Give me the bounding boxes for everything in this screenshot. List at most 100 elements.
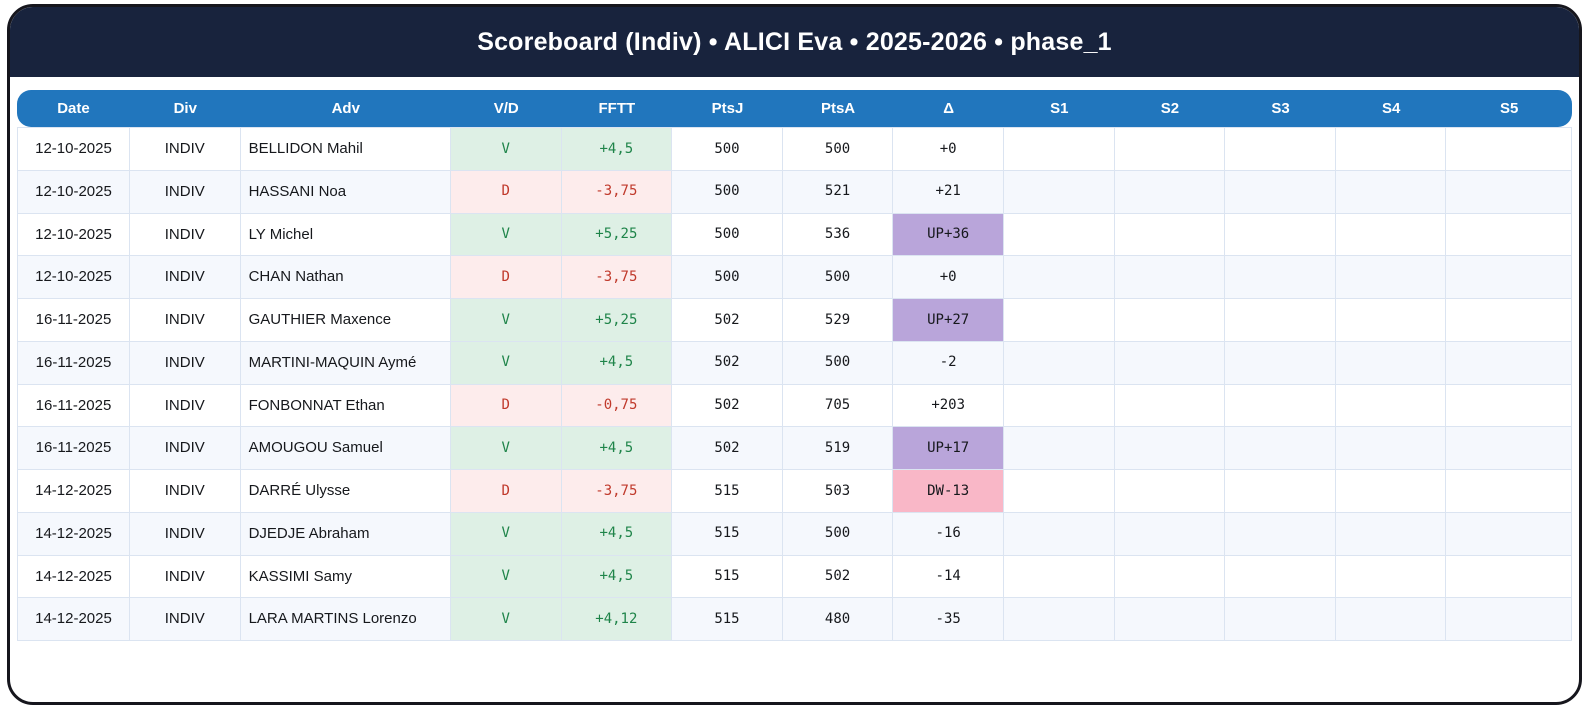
cell-date: 12-10-2025 xyxy=(17,170,130,214)
cell-div: INDIV xyxy=(129,170,241,214)
cell-div: INDIV xyxy=(129,555,241,599)
cell-fftt: +4,5 xyxy=(561,341,673,385)
cell-set-2 xyxy=(1114,170,1226,214)
cell-ptsj: 515 xyxy=(672,470,783,513)
cell-set-2 xyxy=(1114,470,1226,513)
cell-set-3 xyxy=(1225,170,1336,214)
cell-set-4 xyxy=(1335,213,1447,257)
cell-set-2 xyxy=(1114,127,1226,171)
cell-adv: HASSANI Noa xyxy=(240,170,451,214)
page-title: Scoreboard (Indiv) • ALICI Eva • 2025-20… xyxy=(10,7,1579,77)
cell-set-1 xyxy=(1003,512,1115,556)
cell-date: 16-11-2025 xyxy=(17,427,130,470)
cell-set-4 xyxy=(1335,384,1447,428)
cell-set-1 xyxy=(1003,555,1115,599)
cell-div: INDIV xyxy=(129,127,241,171)
cell-set-5 xyxy=(1446,512,1572,556)
cell-delta: -2 xyxy=(893,341,1004,385)
scoreboard-table-wrapper: Date Div Adv V/D FFTT PtsJ PtsA Δ S1 S2 … xyxy=(10,77,1579,647)
cell-set-2 xyxy=(1114,341,1226,385)
table-row: 16-11-2025 INDIV GAUTHIER Maxence V +5,25 502… xyxy=(17,299,1572,342)
cell-set-4 xyxy=(1335,256,1447,299)
column-header-s1: S1 xyxy=(1003,90,1115,127)
cell-date: 16-11-2025 xyxy=(17,384,130,428)
cell-vd: V xyxy=(450,598,562,641)
table-row: 14-12-2025 INDIV LARA MARTINS Lorenzo V +4,1… xyxy=(17,598,1572,641)
cell-date: 14-12-2025 xyxy=(17,555,130,599)
cell-set-3 xyxy=(1225,427,1336,470)
cell-ptsj: 515 xyxy=(672,555,783,599)
cell-set-2 xyxy=(1114,299,1226,342)
cell-div: INDIV xyxy=(129,470,241,513)
cell-set-1 xyxy=(1003,127,1115,171)
cell-delta: +203 xyxy=(893,384,1004,428)
cell-set-3 xyxy=(1225,341,1336,385)
table-row: 12-10-2025 INDIV LY Michel V +5,25 500 536 UP+3… xyxy=(17,213,1572,257)
cell-vd: V xyxy=(450,213,562,257)
cell-adv: DJEDJE Abraham xyxy=(240,512,451,556)
cell-set-3 xyxy=(1225,555,1336,599)
cell-ptsj: 500 xyxy=(672,127,783,171)
column-header-s2: S2 xyxy=(1114,90,1226,127)
cell-set-4 xyxy=(1335,427,1447,470)
cell-delta: -14 xyxy=(893,555,1004,599)
cell-vd: V xyxy=(450,427,562,470)
cell-date: 16-11-2025 xyxy=(17,341,130,385)
cell-fftt: -3,75 xyxy=(561,470,673,513)
cell-set-2 xyxy=(1114,555,1226,599)
cell-fftt: +4,5 xyxy=(561,555,673,599)
cell-adv: CHAN Nathan xyxy=(240,256,451,299)
column-header-s5: S5 xyxy=(1446,90,1572,127)
cell-ptsa: 500 xyxy=(782,512,894,556)
cell-ptsa: 480 xyxy=(782,598,894,641)
cell-set-2 xyxy=(1114,598,1226,641)
column-header-fftt: FFTT xyxy=(561,90,673,127)
cell-ptsj: 502 xyxy=(672,384,783,428)
cell-ptsa: 503 xyxy=(782,470,894,513)
cell-date: 14-12-2025 xyxy=(17,512,130,556)
cell-set-4 xyxy=(1335,127,1447,171)
cell-set-1 xyxy=(1003,341,1115,385)
cell-ptsj: 502 xyxy=(672,341,783,385)
table-row: 16-11-2025 INDIV MARTINI-MAQUIN Aymé V +4,5 5… xyxy=(17,341,1572,385)
cell-delta: +0 xyxy=(893,256,1004,299)
cell-set-2 xyxy=(1114,427,1226,470)
cell-adv: BELLIDON Mahil xyxy=(240,127,451,171)
cell-set-1 xyxy=(1003,299,1115,342)
cell-set-5 xyxy=(1446,555,1572,599)
cell-adv: LY Michel xyxy=(240,213,451,257)
cell-adv: LARA MARTINS Lorenzo xyxy=(240,598,451,641)
cell-delta: UP+36 xyxy=(893,213,1004,257)
cell-set-5 xyxy=(1446,256,1572,299)
cell-set-3 xyxy=(1225,512,1336,556)
cell-vd: D xyxy=(450,384,562,428)
cell-set-5 xyxy=(1446,427,1572,470)
cell-ptsa: 521 xyxy=(782,170,894,214)
cell-delta: +0 xyxy=(893,127,1004,171)
cell-set-5 xyxy=(1446,341,1572,385)
cell-set-5 xyxy=(1446,299,1572,342)
cell-set-5 xyxy=(1446,127,1572,171)
cell-set-1 xyxy=(1003,256,1115,299)
cell-set-2 xyxy=(1114,512,1226,556)
cell-set-3 xyxy=(1225,127,1336,171)
cell-set-3 xyxy=(1225,384,1336,428)
cell-ptsa: 502 xyxy=(782,555,894,599)
cell-set-1 xyxy=(1003,470,1115,513)
cell-set-3 xyxy=(1225,299,1336,342)
cell-set-5 xyxy=(1446,213,1572,257)
cell-vd: V xyxy=(450,512,562,556)
column-header-date: Date xyxy=(17,90,130,127)
cell-set-4 xyxy=(1335,170,1447,214)
cell-ptsa: 705 xyxy=(782,384,894,428)
cell-delta: -35 xyxy=(893,598,1004,641)
cell-set-2 xyxy=(1114,384,1226,428)
table-row: 14-12-2025 INDIV DJEDJE Abraham V +4,5 515 500… xyxy=(17,512,1572,556)
cell-set-1 xyxy=(1003,384,1115,428)
cell-set-2 xyxy=(1114,256,1226,299)
cell-ptsa: 500 xyxy=(782,341,894,385)
cell-ptsj: 515 xyxy=(672,512,783,556)
table-row: 12-10-2025 INDIV CHAN Nathan D -3,75 500 500 +0 xyxy=(17,256,1572,299)
column-header-ptsj: PtsJ xyxy=(672,90,783,127)
cell-div: INDIV xyxy=(129,299,241,342)
